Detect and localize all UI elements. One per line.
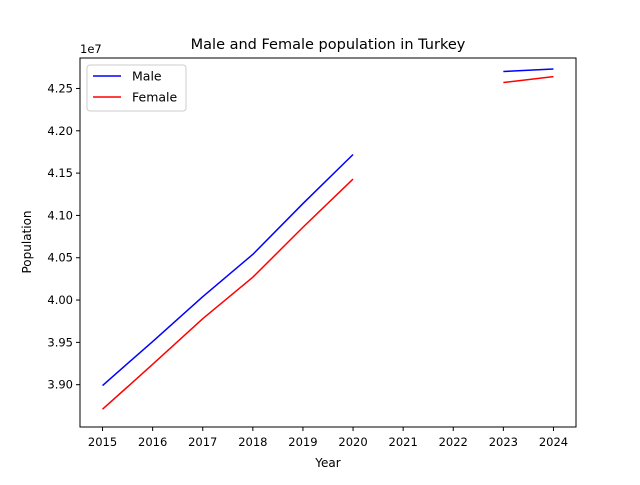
y-tick-label-4.15: 4.15 [47,166,73,180]
y-tick-label-3.95: 3.95 [47,335,73,349]
y-tick-label-4.25: 4.25 [47,81,73,95]
x-tick-label-2022: 2022 [439,435,468,449]
series-line-female-segment-2 [503,75,554,84]
y-tick-label-4.10: 4.10 [47,208,73,222]
x-tick-label-2021: 2021 [389,435,418,449]
x-tick-label-2017: 2017 [188,435,217,449]
chart-title: Male and Female population in Turkey [191,37,466,53]
y-axis-label: Population [20,210,34,273]
x-tick-label-2018: 2018 [238,435,267,449]
x-tick-label-2024: 2024 [539,435,568,449]
series-line-male-segment-2 [503,68,554,73]
plot-frame [79,57,577,428]
legend: Male Female [86,64,187,112]
x-tick-label-2015: 2015 [88,435,117,449]
series-line-female-segment-1 [102,178,354,410]
x-tick-label-2016: 2016 [138,435,167,449]
y-axis: 3.90 3.95 4.00 4.05 4.10 4.15 4.20 4.25 [47,81,80,392]
y-tick-label-3.90: 3.90 [47,378,73,392]
legend-label-male: Male [132,69,162,84]
y-tick-label-4.00: 4.00 [47,293,73,307]
x-axis-label: Year [314,456,340,470]
y-tick-label-4.05: 4.05 [47,251,73,265]
series-line-male-segment-1 [102,153,354,387]
x-tick-label-2023: 2023 [489,435,518,449]
x-tick-label-2019: 2019 [288,435,317,449]
series-layer [102,68,554,410]
x-axis: 2015 2016 2017 2018 2019 2020 2021 2022 2023 2024 [88,427,568,449]
y-tick-label-4.20: 4.20 [47,124,73,138]
x-tick-label-2020: 2020 [338,435,367,449]
y-axis-offset-label: 1e7 [80,42,102,56]
legend-label-female: Female [132,90,178,105]
